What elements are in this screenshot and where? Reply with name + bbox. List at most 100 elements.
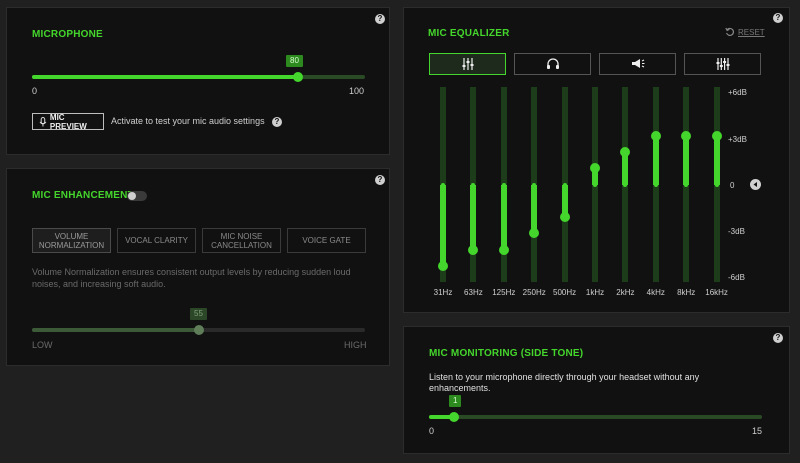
eq-band-slider[interactable]	[468, 87, 479, 282]
eq-band-slider[interactable]	[650, 87, 661, 282]
eq-band-zero-dot	[684, 183, 689, 187]
eq-band-knob[interactable]	[681, 130, 692, 141]
mic-preview-help-icon[interactable]: ?	[272, 117, 282, 127]
volume-normalization-button[interactable]: VOLUME NORMALIZATION	[32, 228, 111, 253]
microphone-min-label: 0	[32, 86, 38, 96]
side-tone-value-badge: 1	[449, 395, 462, 407]
eq-band-slider[interactable]	[590, 87, 600, 282]
eq-band-knob[interactable]	[559, 212, 570, 222]
eq-band-label: 63Hz	[464, 288, 483, 297]
eq-band-label: 8kHz	[677, 288, 696, 297]
mic-monitoring-title: MIC MONITORING (SIDE TONE)	[429, 348, 584, 359]
help-icon[interactable]: ?	[773, 13, 783, 23]
eq-preset-tab-equalizer[interactable]	[684, 53, 761, 75]
eq-band-zero-dot	[593, 183, 597, 187]
mic-monitoring-panel: ? MIC MONITORING (SIDE TONE) Listen to y…	[403, 326, 790, 454]
eq-band-knob[interactable]	[498, 244, 509, 255]
db-label-plus3: +3dB	[728, 135, 747, 144]
eq-band-knob[interactable]	[529, 228, 540, 239]
db-label-zero: 0	[730, 181, 735, 190]
eq-band-fill	[622, 152, 629, 185]
eq-band-slider[interactable]	[498, 87, 509, 282]
enhancement-slider-fill	[32, 328, 199, 332]
side-tone-slider-knob[interactable]	[448, 412, 459, 422]
enhancement-level-slider[interactable]	[32, 325, 365, 335]
sliders-icon	[462, 58, 473, 70]
mic-noise-cancellation-button[interactable]: MIC NOISE CANCELLATION	[202, 228, 281, 253]
eq-band-fill	[500, 184, 507, 250]
eq-band-zero-dot	[471, 183, 476, 187]
eq-band-zero-dot	[714, 183, 719, 187]
microphone-max-label: 100	[349, 86, 365, 96]
eq-preset-tab-custom[interactable]	[429, 53, 506, 75]
equalizer-icon	[716, 58, 729, 70]
mic-preview-button[interactable]: MIC PREVIEW	[32, 112, 104, 131]
microphone-volume-slider[interactable]	[32, 72, 365, 82]
eq-band-slider[interactable]	[438, 87, 448, 282]
reset-button[interactable]: RESET	[725, 27, 765, 37]
eq-band-label: 1kHz	[585, 288, 605, 297]
side-tone-min-label: 0	[429, 426, 435, 436]
enhancement-slider-knob[interactable]	[193, 325, 204, 335]
mic-preview-label: MIC PREVIEW	[49, 112, 87, 131]
microphone-panel: ? MICROPHONE 80 0 100 MIC PREVIEW Activa…	[6, 7, 390, 155]
eq-band-fill	[470, 184, 477, 250]
eq-band-label: 125Hz	[492, 288, 516, 297]
eq-band-knob[interactable]	[590, 163, 600, 174]
eq-band-zero-dot	[501, 183, 506, 187]
help-icon[interactable]: ?	[375, 175, 385, 185]
eq-band-fill	[561, 184, 568, 217]
eq-preset-tab-broadcast[interactable]	[599, 53, 676, 75]
eq-band-fill	[531, 184, 538, 234]
side-tone-slider[interactable]	[429, 412, 762, 422]
play-left-icon	[753, 182, 757, 187]
eq-band-zero-dot	[562, 183, 567, 187]
microphone-title: MICROPHONE	[32, 29, 103, 40]
eq-band-slider[interactable]	[681, 87, 692, 282]
eq-band-label: 16kHz	[705, 288, 728, 297]
mic-enhancement-toggle[interactable]	[127, 191, 147, 201]
eq-band-zero-dot	[532, 183, 537, 187]
eq-band-fill	[592, 168, 598, 185]
reset-icon	[725, 27, 735, 37]
headset-icon	[546, 58, 559, 69]
mic-equalizer-title: MIC EQUALIZER	[428, 28, 510, 39]
eq-band-fill	[713, 135, 720, 185]
mic-enhancement-panel: ? MIC ENHANCEMENT VOLUME NORMALIZATION V…	[6, 168, 390, 366]
help-icon[interactable]: ?	[773, 333, 783, 343]
eq-band-zero-dot	[441, 183, 445, 187]
help-icon[interactable]: ?	[375, 14, 385, 24]
microphone-slider-fill	[32, 75, 299, 79]
eq-band-knob[interactable]	[620, 147, 631, 157]
eq-band-knob[interactable]	[650, 130, 661, 141]
db-label-plus6: +6dB	[728, 88, 747, 97]
eq-band-slider[interactable]	[529, 87, 540, 282]
enhancement-high-label: HIGH	[344, 340, 367, 350]
toggle-knob	[128, 192, 136, 200]
eq-band-zero-dot	[653, 183, 658, 187]
enhancement-low-label: LOW	[32, 340, 53, 350]
eq-band-knob[interactable]	[438, 260, 448, 271]
enhancement-value-badge: 55	[190, 308, 207, 320]
mic-enhancement-title: MIC ENHANCEMENT	[32, 190, 134, 201]
eq-band-slider[interactable]	[711, 87, 722, 282]
mic-preview-description: Activate to test your mic audio settings	[111, 116, 265, 126]
eq-preset-tab-headset[interactable]	[514, 53, 591, 75]
side-tone-slider-fill	[429, 415, 454, 419]
eq-band-knob[interactable]	[468, 244, 479, 255]
microphone-slider-knob[interactable]	[293, 72, 304, 82]
microphone-icon	[39, 116, 47, 126]
side-tone-max-label: 15	[752, 426, 763, 436]
enhancement-description: Volume Normalization ensures consistent …	[32, 267, 351, 289]
eq-band-slider[interactable]	[620, 87, 631, 282]
eq-band-slider[interactable]	[559, 87, 570, 282]
megaphone-icon	[631, 59, 644, 68]
vocal-clarity-button[interactable]: VOCAL CLARITY	[117, 228, 196, 253]
eq-band-zero-dot	[623, 183, 628, 187]
eq-band-label: 31Hz	[433, 288, 453, 297]
db-label-minus3: -3dB	[728, 227, 745, 236]
voice-gate-button[interactable]: VOICE GATE	[287, 228, 366, 253]
eq-band-knob[interactable]	[711, 130, 722, 141]
eq-playback-icon[interactable]	[750, 179, 761, 190]
eq-band-label: 2kHz	[616, 288, 635, 297]
